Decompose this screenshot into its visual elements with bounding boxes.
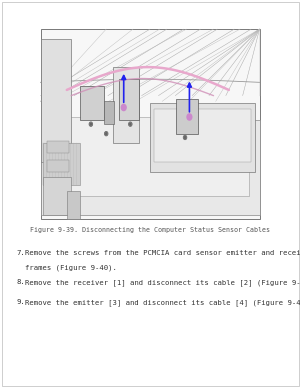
Bar — [47, 141, 69, 152]
Circle shape — [129, 122, 132, 126]
Bar — [43, 143, 80, 185]
Bar — [43, 177, 71, 215]
Bar — [67, 191, 80, 219]
Bar — [113, 67, 139, 143]
Bar — [40, 39, 71, 162]
Bar — [40, 120, 260, 215]
Circle shape — [187, 114, 192, 120]
Bar — [80, 86, 104, 120]
Bar — [119, 78, 139, 120]
Bar — [52, 116, 249, 196]
Text: Remove the screws from the PCMCIA card sensor emitter and receiver: Remove the screws from the PCMCIA card s… — [25, 250, 300, 256]
Text: 9.: 9. — [16, 299, 25, 305]
Bar — [40, 29, 260, 219]
Text: Remove the emitter [3] and disconnect its cable [4] (Figure 9-40).: Remove the emitter [3] and disconnect it… — [25, 299, 300, 305]
Text: Figure 9-39. Disconnecting the Computer Status Sensor Cables: Figure 9-39. Disconnecting the Computer … — [30, 227, 270, 233]
Bar — [154, 109, 251, 162]
Bar — [150, 103, 255, 171]
Text: frames (Figure 9-40).: frames (Figure 9-40). — [25, 265, 116, 271]
Text: 8.: 8. — [16, 279, 25, 285]
Circle shape — [184, 135, 187, 139]
Circle shape — [89, 122, 92, 126]
Text: Remove the receiver [1] and disconnect its cable [2] (Figure 9-40).: Remove the receiver [1] and disconnect i… — [25, 279, 300, 286]
Circle shape — [105, 132, 108, 136]
Bar — [176, 99, 198, 133]
Text: 7.: 7. — [16, 250, 25, 256]
Bar — [47, 160, 69, 171]
Bar — [104, 101, 114, 124]
Circle shape — [121, 104, 126, 111]
